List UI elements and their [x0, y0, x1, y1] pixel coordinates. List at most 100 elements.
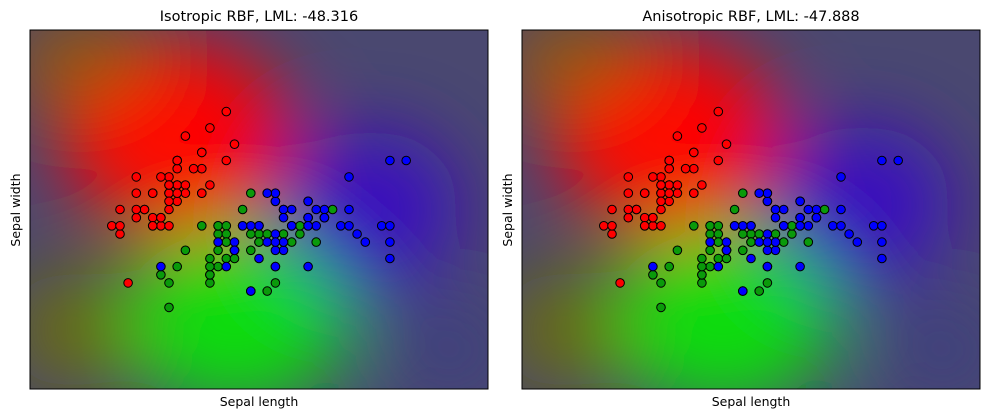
point-class-1: [754, 229, 765, 239]
point-class-0: [164, 180, 174, 190]
point-class-0: [664, 155, 675, 166]
point-class-1: [205, 270, 215, 280]
point-class-2: [270, 261, 281, 272]
point-class-2: [754, 237, 765, 247]
axes-frame: [29, 29, 489, 390]
point-class-0: [697, 123, 707, 133]
x-axis-label: Sepal length: [712, 394, 791, 409]
point-class-0: [205, 123, 215, 133]
point-class-2: [770, 237, 781, 247]
point-class-0: [197, 163, 207, 174]
point-class-0: [156, 212, 166, 223]
point-class-1: [729, 204, 740, 215]
point-class-0: [656, 180, 666, 190]
point-class-0: [680, 163, 691, 174]
point-class-1: [286, 237, 297, 247]
point-class-1: [221, 229, 232, 239]
point-class-0: [697, 180, 707, 190]
point-class-1: [697, 261, 707, 272]
point-class-2: [721, 245, 732, 256]
point-class-2: [344, 172, 354, 182]
point-class-0: [639, 212, 650, 223]
point-class-2: [877, 221, 887, 231]
subplot-isotropic: Isotropic RBF, LML: -48.316 Sepal length…: [8, 9, 489, 409]
point-class-0: [664, 163, 675, 174]
point-class-2: [303, 221, 313, 231]
point-class-0: [631, 204, 642, 215]
point-class-0: [131, 172, 142, 182]
point-class-1: [213, 221, 223, 231]
point-class-2: [713, 261, 724, 272]
point-class-1: [664, 261, 675, 272]
axes-frame: [521, 29, 981, 390]
point-class-0: [656, 188, 666, 198]
point-class-1: [721, 253, 732, 264]
point-class-0: [131, 212, 142, 223]
point-class-1: [738, 188, 748, 198]
point-class-1: [246, 188, 256, 198]
point-class-0: [172, 180, 182, 190]
plot-title: Isotropic RBF, LML: -48.316: [160, 9, 358, 25]
point-class-0: [664, 196, 675, 207]
point-class-1: [656, 302, 666, 313]
point-class-1: [770, 229, 781, 239]
point-class-0: [156, 172, 166, 182]
point-class-0: [607, 229, 617, 239]
point-class-0: [172, 155, 182, 166]
point-class-2: [278, 204, 289, 215]
point-class-0: [615, 278, 625, 288]
point-class-2: [893, 155, 904, 166]
point-class-1: [278, 229, 289, 239]
point-class-0: [221, 106, 232, 117]
point-class-0: [172, 188, 182, 198]
point-class-0: [107, 221, 117, 231]
point-class-2: [262, 188, 273, 198]
point-class-2: [278, 237, 289, 247]
point-class-2: [376, 221, 387, 231]
point-class-2: [237, 221, 248, 231]
point-class-0: [623, 204, 634, 215]
point-class-1: [327, 204, 338, 215]
point-class-0: [689, 163, 699, 174]
point-class-1: [221, 253, 232, 264]
point-class-2: [262, 237, 273, 247]
point-class-0: [648, 221, 658, 231]
point-class-1: [254, 237, 264, 247]
scatter-points: [599, 106, 904, 313]
y-axis-label: Sepal width: [500, 173, 515, 246]
point-class-2: [254, 253, 264, 264]
point-class-0: [131, 188, 142, 198]
point-class-2: [738, 221, 748, 231]
point-class-2: [303, 261, 313, 272]
point-class-2: [770, 204, 781, 215]
point-class-1: [270, 278, 281, 288]
point-class-2: [877, 253, 887, 264]
y-axis-label: Sepal width: [8, 173, 23, 246]
point-class-1: [697, 278, 707, 288]
point-class-0: [139, 204, 150, 215]
point-class-1: [746, 229, 756, 239]
point-class-0: [672, 188, 683, 198]
point-class-1: [164, 302, 174, 313]
point-class-1: [803, 237, 814, 247]
point-class-2: [877, 155, 887, 166]
point-class-0: [689, 147, 699, 158]
point-class-2: [286, 221, 297, 231]
point-class-0: [599, 221, 609, 231]
point-class-0: [713, 106, 724, 117]
point-class-0: [656, 204, 666, 215]
point-class-2: [246, 286, 256, 296]
point-class-0: [639, 221, 650, 231]
point-class-1: [746, 237, 756, 247]
point-class-2: [778, 204, 789, 215]
point-class-2: [229, 237, 240, 247]
point-class-0: [147, 188, 158, 198]
point-class-1: [648, 270, 658, 280]
point-class-0: [656, 221, 666, 231]
point-class-0: [164, 196, 174, 207]
point-class-0: [607, 204, 617, 215]
point-class-2: [213, 237, 223, 247]
point-class-1: [705, 261, 715, 272]
point-class-0: [156, 221, 166, 231]
point-class-1: [205, 253, 215, 264]
